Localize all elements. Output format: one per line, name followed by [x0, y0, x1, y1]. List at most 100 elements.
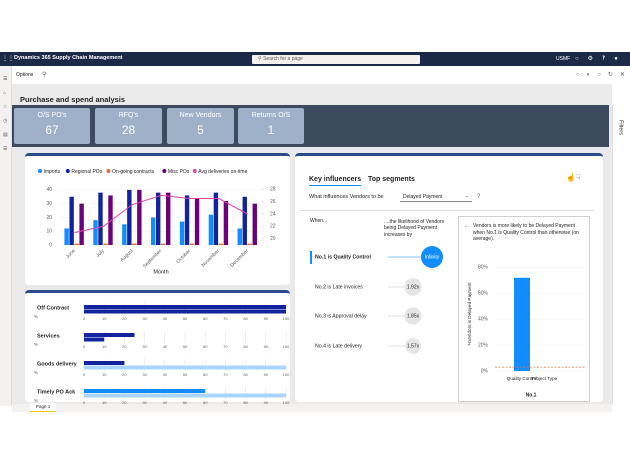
unit-label: % [34, 398, 38, 403]
page-tabs [12, 404, 612, 412]
x-tick-label: 30 [142, 372, 147, 377]
y2-tick-label: 26 [270, 199, 276, 205]
options-search[interactable]: ⚲ [42, 72, 47, 78]
toolbar-icons[interactable]: ○◐○↻✕ [576, 72, 630, 78]
bar [74, 243, 79, 245]
kpi-value: 67 [45, 123, 59, 137]
thumb-icons[interactable]: ☝☟ [566, 173, 581, 182]
y2-tick-label: 24 [270, 211, 276, 217]
y-tick-label: 0% [481, 368, 489, 374]
kpi-card[interactable] [14, 108, 90, 144]
influencer-bubble [405, 338, 421, 354]
bar [137, 189, 142, 245]
bar [156, 192, 161, 245]
x-tick-label: 30 [142, 400, 147, 405]
back-arrow[interactable]: ← [464, 223, 470, 229]
col-increase: ....the likelihood of Vendors being Dela… [384, 219, 445, 238]
bar [98, 192, 103, 245]
dropdown-chevron: ⌄ [465, 193, 470, 199]
influencer-value: 1.92x [407, 284, 420, 290]
influencer-value: 1.57x [407, 343, 420, 349]
search-box[interactable] [252, 55, 420, 64]
kpi-card[interactable] [95, 108, 162, 144]
bar [127, 189, 132, 245]
x-tick-label: 90 [264, 400, 269, 405]
bar [93, 220, 98, 245]
x-axis-title: Month [153, 269, 168, 275]
dropdown[interactable] [400, 192, 472, 202]
bar [213, 192, 219, 245]
y2-tick-label: 22 [270, 224, 276, 230]
col-when: When... [310, 218, 328, 224]
unit-label: % [34, 342, 38, 347]
line [74, 194, 248, 234]
x-tick-label: 60 [203, 372, 208, 377]
x-tick-label: 40 [163, 344, 168, 349]
x-tick-label: 100 [283, 344, 290, 349]
y-tick-label: 0 [49, 242, 52, 248]
nav-icons[interactable]: ○⚙‽● [575, 56, 627, 62]
x-tick-label: 80 [243, 344, 248, 349]
x-tick-label: 20 [122, 400, 127, 405]
kpi-value: 28 [121, 123, 136, 137]
bar [194, 198, 200, 245]
kpi-label: O/S PO's [37, 112, 67, 119]
x-tick-label: Quality Control [507, 376, 537, 381]
bar [64, 228, 69, 245]
bar [108, 195, 113, 245]
legend-dot [162, 169, 167, 173]
influencer-label: No.3 is Approval delay [315, 313, 367, 319]
x-tick-label: 50 [183, 316, 188, 321]
legend-dot [38, 169, 42, 173]
x-tick-label: 40 [163, 400, 168, 405]
y-tick-label: 40 [46, 187, 52, 193]
bar [69, 196, 74, 245]
waffle-icon[interactable]: ⋮⋮ [2, 56, 14, 62]
page-title: Purchase and spend analysis [20, 95, 126, 104]
page-tab[interactable] [30, 403, 56, 412]
search-text: Search for a page [263, 56, 303, 62]
page-tab-label: Page 1 [36, 404, 51, 409]
x-tick-label: 100 [283, 400, 290, 405]
filters-pane[interactable] [612, 105, 630, 405]
y-tick-label: 20 [46, 215, 52, 221]
company[interactable]: USMF [556, 56, 571, 62]
detail-text: Vendors is more likely to be Delayed Pay… [473, 223, 579, 242]
x-tick-label: 50 [183, 372, 188, 377]
bar [218, 243, 224, 245]
x-tick-label: 0 [83, 372, 86, 377]
kpi-card[interactable] [238, 108, 304, 144]
category-label: Off Contract [37, 305, 69, 311]
sidebar-icons[interactable]: ☰ ⌂ ☆ ◷ ▤ ☰ [3, 76, 8, 152]
kpi-card[interactable] [167, 108, 234, 144]
category-label: Services [37, 333, 60, 339]
x-tick-label: Project Type [532, 376, 558, 381]
influencer-bubble [421, 246, 443, 268]
x-tick-label: 40 [163, 372, 168, 377]
influencer-value: 1.85x [407, 313, 420, 319]
x-tick-label: 20 [122, 316, 127, 321]
options[interactable]: Options [16, 72, 34, 78]
legend-dot [192, 169, 197, 173]
x-tick-label: 90 [264, 344, 269, 349]
influencer-label: No.2 is Late invoices [315, 284, 363, 290]
x-tick-label: 70 [223, 372, 228, 377]
x-tick-label: 80 [243, 400, 248, 405]
x-tick-label: 30 [142, 316, 147, 321]
y-tick-label: 40% [478, 317, 489, 323]
y-tick-label: 20% [478, 342, 489, 348]
x-tick-label: December [229, 248, 250, 269]
bar [208, 214, 214, 245]
y-tick-label: 80% [478, 265, 489, 271]
tab-top-segments[interactable]: Top segments [368, 176, 415, 183]
x-tick-label: 80 [243, 372, 248, 377]
x-tick-label: 80 [243, 316, 248, 321]
tab-key-influencers[interactable]: Key influencers [309, 176, 362, 186]
bar [132, 243, 137, 245]
influencer-label: No.1 is Quality Control [315, 254, 371, 260]
bar [84, 333, 135, 337]
help[interactable]: ? [477, 194, 481, 200]
category-label: Goods delivery [37, 361, 78, 367]
x-tick-label: 60 [203, 400, 208, 405]
bar [84, 337, 105, 342]
